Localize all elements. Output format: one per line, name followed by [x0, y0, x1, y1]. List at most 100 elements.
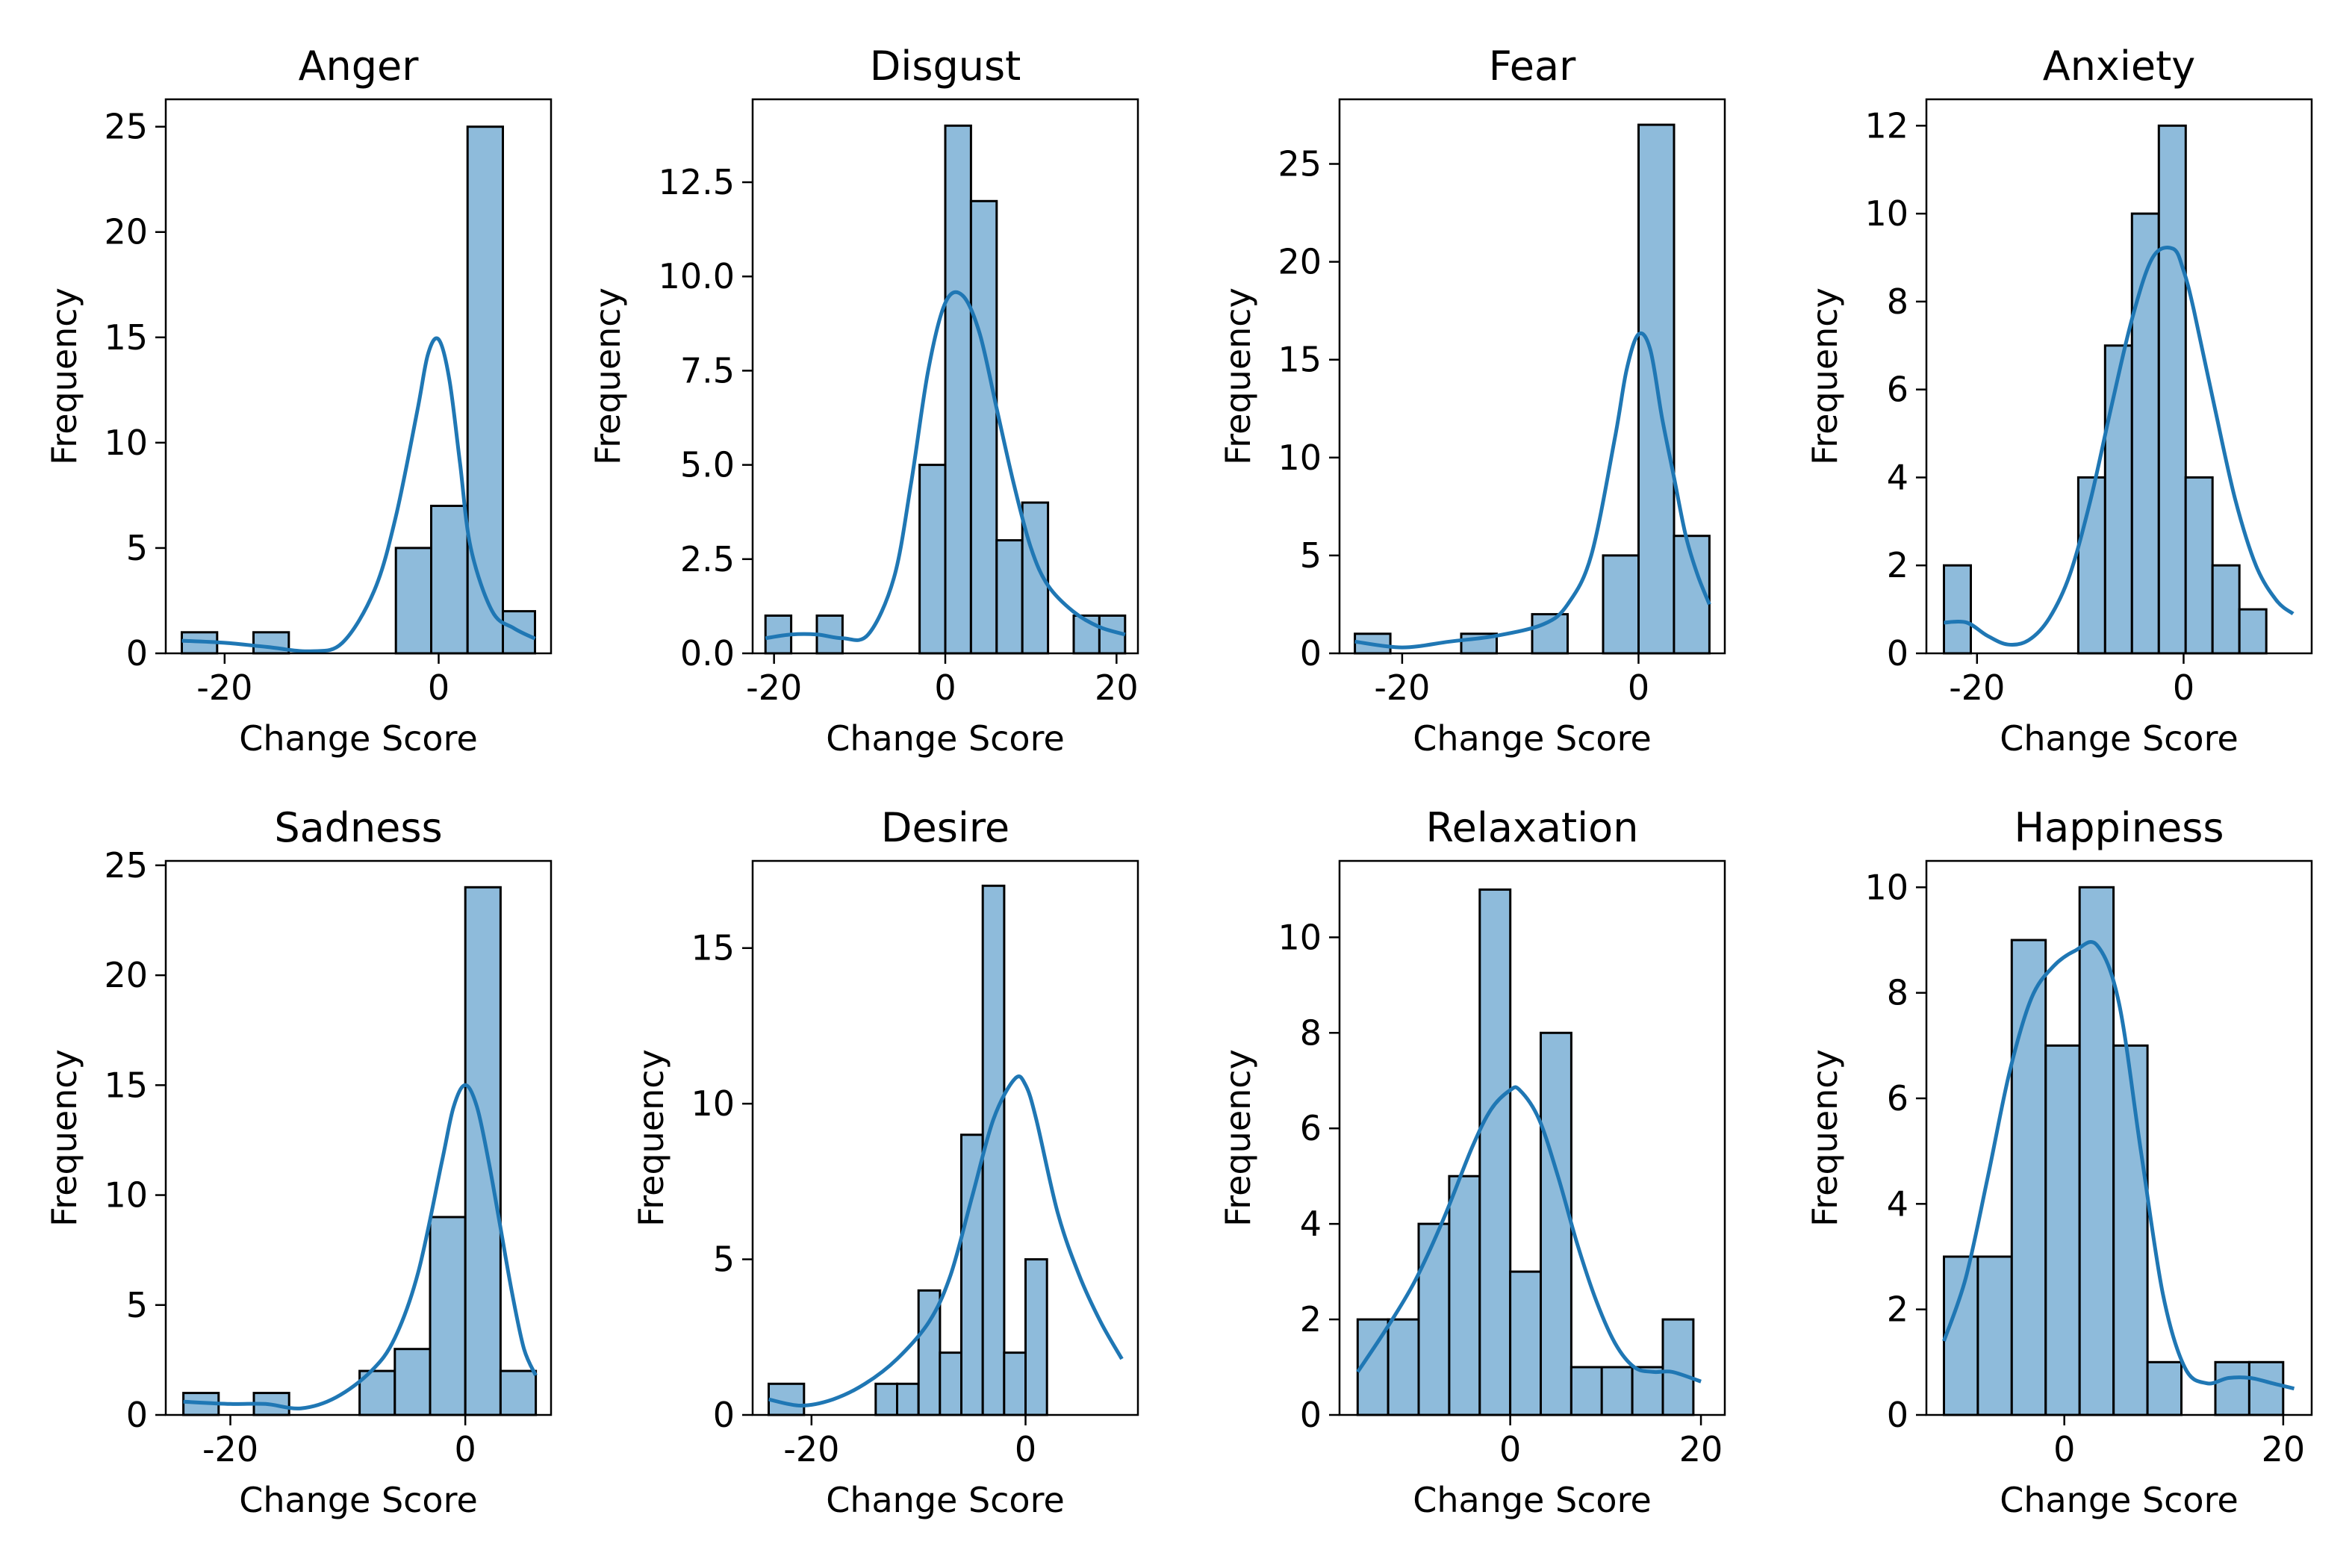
histogram-bar	[2044, 1044, 2081, 1416]
subplot-title: Desire	[881, 804, 1009, 851]
y-tick-label: 6	[1300, 1108, 1322, 1148]
y-tick-label: 7.5	[680, 350, 735, 391]
histogram-bar	[1631, 1366, 1664, 1416]
y-axis-label: Frequency	[1805, 1049, 1845, 1227]
kde-curve	[181, 336, 536, 653]
y-tick-label: 0	[126, 1395, 148, 1435]
histogram-bar	[1540, 1031, 1572, 1416]
y-tick-label: 25	[104, 107, 148, 147]
x-tick-label: -20	[196, 668, 252, 708]
histogram-bar	[1600, 1366, 1634, 1416]
histogram-bar	[1387, 1318, 1420, 1416]
histogram-bar	[1417, 1222, 1451, 1416]
y-tick-label: 10.0	[659, 256, 735, 296]
subplot-title: Anxiety	[2043, 43, 2195, 90]
histogram-bar	[393, 1348, 432, 1416]
histogram-bar	[2010, 939, 2047, 1416]
histogram-bar	[466, 125, 505, 655]
y-tick-label: 5	[126, 528, 148, 568]
histogram-bar	[2157, 124, 2187, 655]
histogram-bar	[1003, 1351, 1027, 1416]
y-tick-label: 2	[1887, 1289, 1908, 1330]
y-tick-label: 10	[104, 1175, 148, 1216]
x-tick-label: 20	[1679, 1429, 1723, 1469]
histogram-bar	[1024, 1258, 1048, 1416]
y-tick-label: 6	[1887, 1078, 1908, 1119]
x-tick-label: -20	[783, 1429, 839, 1469]
y-tick-label: 8	[1887, 281, 1908, 322]
histogram-bar	[2184, 476, 2214, 655]
x-tick-label: -20	[1374, 668, 1430, 708]
histogram-bar	[944, 124, 972, 655]
y-tick-label: 20	[104, 212, 148, 252]
axes-frame	[164, 859, 553, 1416]
x-axis-label: Change Score	[239, 718, 478, 759]
histogram-bar	[464, 886, 502, 1416]
y-tick-label: 5	[1300, 535, 1322, 576]
histogram-bar	[1448, 1175, 1481, 1416]
histogram-bar	[1943, 1255, 1979, 1416]
histogram-bar	[394, 547, 433, 655]
x-tick-label: 20	[1095, 668, 1139, 708]
x-tick-label: 0	[455, 1429, 476, 1469]
histogram-bar	[1602, 554, 1640, 655]
histogram-bar	[2247, 1360, 2285, 1416]
y-tick-label: 20	[104, 955, 148, 995]
histogram-bar	[918, 464, 947, 655]
y-tick-label: 5	[713, 1239, 735, 1280]
subplot-anger: -20 0 0 5 10 15 20 25 Anger Change Score Frequency	[44, 43, 553, 759]
x-tick-label: 0	[1499, 1429, 1521, 1469]
histogram-bar	[429, 1216, 467, 1416]
histogram-bar	[2076, 476, 2106, 655]
subplot-sadness: -20 0 0 5 10 15 20 25 Sadness Change Score Frequen…	[44, 804, 553, 1520]
x-tick-label: 0	[1015, 1429, 1036, 1469]
x-tick-label: -20	[1949, 668, 2005, 708]
kde-curve	[1942, 940, 2295, 1391]
y-tick-label: 12	[1864, 105, 1908, 146]
x-tick-label: 20	[2262, 1429, 2306, 1469]
y-tick-label: 0	[1300, 633, 1322, 673]
kde-curve	[1944, 246, 2295, 647]
subplot-disgust: -20 0 20 0.0 2.5 5.0 7.5 10.0 12.5 Disgust Change …	[588, 43, 1139, 759]
kde-curve	[768, 1074, 1124, 1408]
x-tick-label: -20	[746, 668, 802, 708]
subplot-title: Happiness	[2015, 804, 2224, 851]
histogram-bar	[1943, 564, 1972, 655]
histogram-bar	[2238, 608, 2268, 655]
y-tick-label: 10	[1864, 867, 1908, 907]
kde-curve	[765, 290, 1126, 642]
y-tick-label: 25	[1278, 144, 1322, 184]
y-tick-label: 15	[104, 317, 148, 358]
subplot-anxiety: -20 0 0 2 4 6 8 10 12 Anxiety Change Score Frequenc…	[1805, 43, 2313, 759]
subplot-title: Relaxation	[1426, 804, 1639, 851]
histogram-bar	[499, 1369, 538, 1416]
y-tick-label: 2	[1887, 545, 1908, 585]
y-tick-label: 6	[1887, 370, 1908, 410]
x-tick-label: 0	[934, 668, 956, 708]
y-tick-label: 20	[1278, 242, 1322, 282]
histogram-bar	[1976, 1255, 2013, 1416]
histogram-bar	[2214, 1360, 2250, 1416]
y-tick-label: 15	[104, 1065, 148, 1105]
histogram-bar	[969, 199, 998, 655]
histogram-bar	[430, 505, 469, 655]
y-tick-label: 10	[1864, 193, 1908, 234]
y-tick-label: 0	[713, 1395, 735, 1435]
y-tick-label: 10	[1278, 438, 1322, 478]
x-axis-label: Change Score	[2000, 1480, 2239, 1520]
x-axis-label: Change Score	[1413, 718, 1652, 759]
x-tick-label: 0	[1628, 668, 1649, 708]
y-tick-label: 0	[1300, 1395, 1322, 1435]
x-axis-label: Change Score	[826, 1480, 1065, 1520]
y-tick-label: 5.0	[680, 445, 735, 485]
y-tick-label: 8	[1300, 1012, 1322, 1053]
axes-frame	[751, 859, 1139, 1416]
histogram-bar	[2146, 1360, 2183, 1416]
y-tick-label: 10	[1278, 917, 1322, 957]
kde-curve	[183, 1083, 538, 1410]
histogram-bar	[939, 1351, 963, 1416]
y-tick-label: 0	[1887, 1395, 1908, 1435]
y-tick-label: 0	[1887, 633, 1908, 673]
axes-frame	[1338, 98, 1726, 655]
axes-frame	[1338, 859, 1726, 1416]
